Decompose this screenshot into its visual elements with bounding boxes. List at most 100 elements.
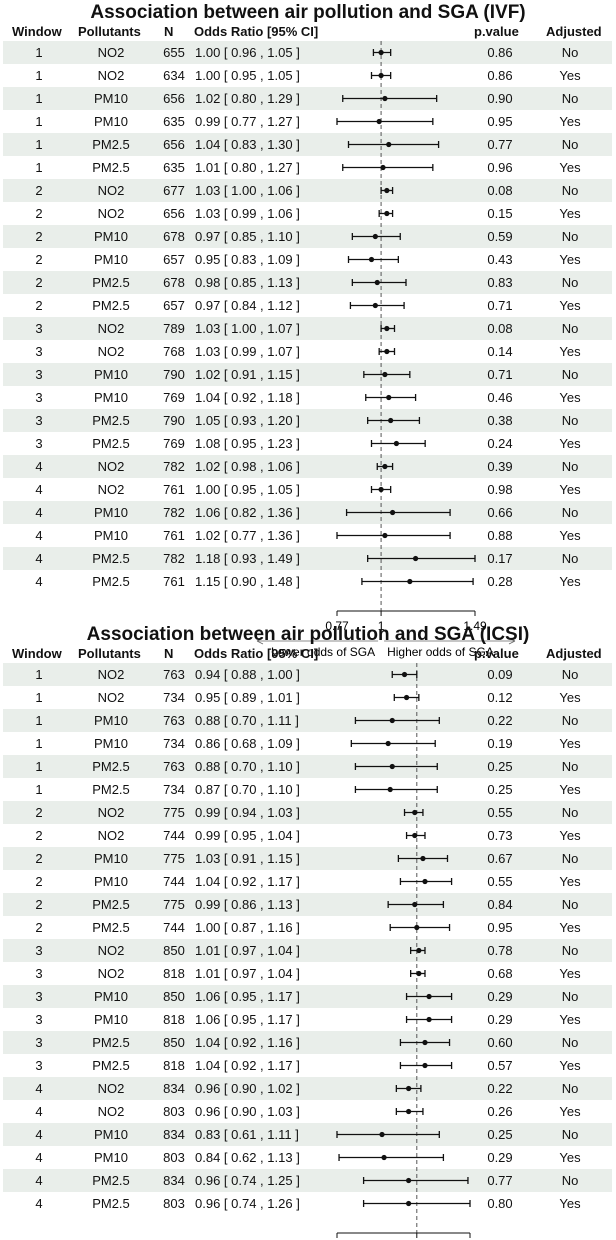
point-estimate: [384, 187, 390, 194]
header-p-value: p.value: [474, 24, 519, 39]
cell-n: 634: [163, 68, 185, 83]
cell-p-value: 0.71: [487, 367, 513, 382]
cell-odds-ratio: 1.02 [ 0.98 , 1.06 ]: [195, 459, 300, 474]
table-row: 3 PM10 790 1.02 [ 0.91 , 1.15 ] 0.71 No: [3, 363, 612, 386]
cell-pollutant: PM2.5: [92, 1196, 130, 1211]
panel-title: Association between air pollution and SG…: [86, 624, 530, 645]
cell-odds-ratio: 1.02 [ 0.80 , 1.29 ]: [195, 91, 300, 106]
cell-adjusted: Yes: [559, 298, 581, 313]
forest-plot-ivf: Association between air pollution and SG…: [3, 2, 612, 659]
table-row: 4 PM2.5 834 0.96 [ 0.74 , 1.25 ] 0.77 No: [3, 1169, 612, 1192]
cell-odds-ratio: 1.04 [ 0.92 , 1.17 ]: [195, 874, 300, 889]
cell-p-value: 0.55: [487, 874, 513, 889]
cell-odds-ratio: 1.00 [ 0.95 , 1.05 ]: [195, 482, 300, 497]
point-estimate: [372, 233, 378, 240]
point-estimate: [406, 1177, 412, 1184]
cell-pollutant: NO2: [97, 1104, 125, 1119]
point-estimate: [374, 279, 380, 286]
cell-n: 782: [163, 505, 185, 520]
cell-pollutant: PM2.5: [92, 782, 130, 797]
cell-odds-ratio: 1.00 [ 0.87 , 1.16 ]: [195, 920, 300, 935]
table-row: 3 PM2.5 818 1.04 [ 0.92 , 1.17 ] 0.57 Yes: [3, 1054, 612, 1077]
cell-n: 850: [163, 943, 185, 958]
cell-pollutant: NO2: [97, 68, 125, 83]
point-estimate: [407, 578, 413, 585]
table-row: 3 PM2.5 850 1.04 [ 0.92 , 1.16 ] 0.60 No: [3, 1031, 612, 1054]
cell-adjusted: No: [561, 851, 579, 866]
right-direction-label: Higher odds of SGA: [387, 645, 494, 659]
cell-adjusted: No: [561, 45, 579, 60]
cell-window: 2: [35, 183, 43, 198]
cell-p-value: 0.90: [487, 91, 513, 106]
cell-window: 1: [35, 759, 43, 774]
cell-odds-ratio: 1.15 [ 0.90 , 1.48 ]: [195, 574, 300, 589]
cell-pollutant: PM10: [94, 252, 128, 267]
cell-window: 4: [35, 574, 43, 589]
cell-window: 2: [35, 828, 43, 843]
cell-adjusted: No: [561, 805, 579, 820]
point-estimate: [416, 947, 422, 954]
cell-p-value: 0.15: [487, 206, 513, 221]
cell-n: 657: [163, 298, 185, 313]
cell-p-value: 0.96: [487, 160, 513, 175]
point-estimate: [389, 717, 395, 724]
cell-window: 4: [35, 1127, 43, 1142]
cell-n: 761: [163, 528, 185, 543]
cell-pollutant: PM2.5: [92, 436, 130, 451]
cell-p-value: 0.25: [487, 1127, 513, 1142]
cell-p-value: 0.39: [487, 459, 513, 474]
left-arrow-head: [256, 637, 264, 645]
forest-plot-svg: 0.77 1 1.49 Lower odds of SGA Higher odds of…: [256, 41, 516, 659]
cell-odds-ratio: 1.06 [ 0.95 , 1.17 ]: [195, 1012, 300, 1027]
cell-n: 761: [163, 482, 185, 497]
cell-n: 790: [163, 413, 185, 428]
cell-n: 744: [163, 828, 185, 843]
cell-n: 775: [163, 805, 185, 820]
point-estimate: [368, 256, 375, 263]
point-estimate: [422, 878, 428, 885]
cell-n: 782: [163, 459, 185, 474]
cell-odds-ratio: 1.04 [ 0.92 , 1.17 ]: [195, 1058, 300, 1073]
cell-window: 3: [35, 1035, 43, 1050]
cell-p-value: 0.26: [487, 1104, 513, 1119]
cell-window: 3: [35, 344, 43, 359]
cell-adjusted: Yes: [559, 528, 581, 543]
table-row: 3 NO2 789 1.03 [ 1.00 , 1.07 ] 0.08 No: [3, 317, 612, 340]
point-estimate: [388, 417, 394, 424]
cell-odds-ratio: 0.96 [ 0.74 , 1.25 ]: [195, 1173, 300, 1188]
cell-adjusted: Yes: [559, 1104, 581, 1119]
table-row: 4 PM2.5 803 0.96 [ 0.74 , 1.26 ] 0.80 Yes: [3, 1192, 612, 1215]
cell-p-value: 0.80: [487, 1196, 513, 1211]
cell-n: 656: [163, 137, 185, 152]
table-row: 1 NO2 734 0.95 [ 0.89 , 1.01 ] 0.12 Yes: [3, 686, 612, 709]
cell-odds-ratio: 1.05 [ 0.93 , 1.20 ]: [195, 413, 300, 428]
cell-p-value: 0.77: [487, 1173, 513, 1188]
cell-pollutant: NO2: [97, 183, 125, 198]
cell-adjusted: Yes: [559, 782, 581, 797]
table-row: 3 PM2.5 790 1.05 [ 0.93 , 1.20 ] 0.38 No: [3, 409, 612, 432]
cell-n: 790: [163, 367, 185, 382]
table-row: 2 PM10 678 0.97 [ 0.85 , 1.10 ] 0.59 No: [3, 225, 612, 248]
table-row: 1 PM10 763 0.88 [ 0.70 , 1.11 ] 0.22 No: [3, 709, 612, 732]
cell-odds-ratio: 1.03 [ 0.99 , 1.07 ]: [195, 344, 300, 359]
cell-p-value: 0.29: [487, 989, 513, 1004]
point-estimate: [372, 302, 378, 309]
table-row: 4 NO2 834 0.96 [ 0.90 , 1.02 ] 0.22 No: [3, 1077, 612, 1100]
cell-n: 818: [163, 1012, 185, 1027]
cell-p-value: 0.68: [487, 966, 513, 981]
cell-p-value: 0.43: [487, 252, 513, 267]
cell-window: 2: [35, 874, 43, 889]
point-estimate: [389, 509, 396, 516]
cell-pollutant: PM2.5: [92, 574, 130, 589]
table-row: 3 PM10 850 1.06 [ 0.95 , 1.17 ] 0.29 No: [3, 985, 612, 1008]
cell-window: 1: [35, 690, 43, 705]
cell-pollutant: NO2: [97, 667, 125, 682]
cell-window: 4: [35, 1081, 43, 1096]
cell-p-value: 0.86: [487, 45, 513, 60]
cell-adjusted: No: [561, 183, 579, 198]
cell-window: 3: [35, 390, 43, 405]
x-tick-label: 1: [378, 619, 385, 633]
table-row: 2 NO2 656 1.03 [ 0.99 , 1.06 ] 0.15 Yes: [3, 202, 612, 225]
point-estimate: [426, 993, 432, 1000]
cell-odds-ratio: 1.00 [ 0.95 , 1.05 ]: [195, 68, 300, 83]
